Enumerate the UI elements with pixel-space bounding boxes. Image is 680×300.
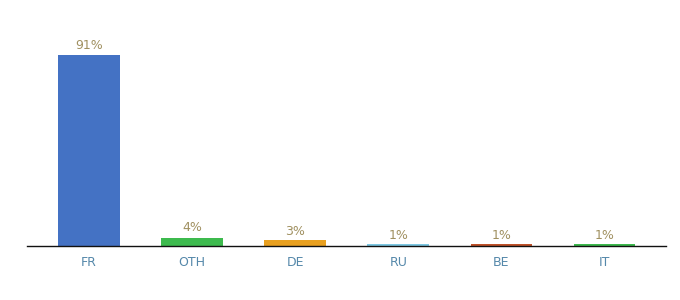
Bar (367, 244, 429, 246)
Text: 4%: 4% (182, 221, 202, 235)
Text: 91%: 91% (75, 39, 103, 52)
Bar (471, 244, 532, 246)
Text: 1%: 1% (492, 229, 511, 242)
Text: 3%: 3% (286, 225, 305, 238)
Text: 1%: 1% (594, 229, 615, 242)
Text: 1%: 1% (388, 229, 408, 242)
Bar (265, 240, 326, 246)
Bar (161, 238, 223, 246)
Bar (574, 244, 636, 246)
Bar (58, 55, 120, 246)
